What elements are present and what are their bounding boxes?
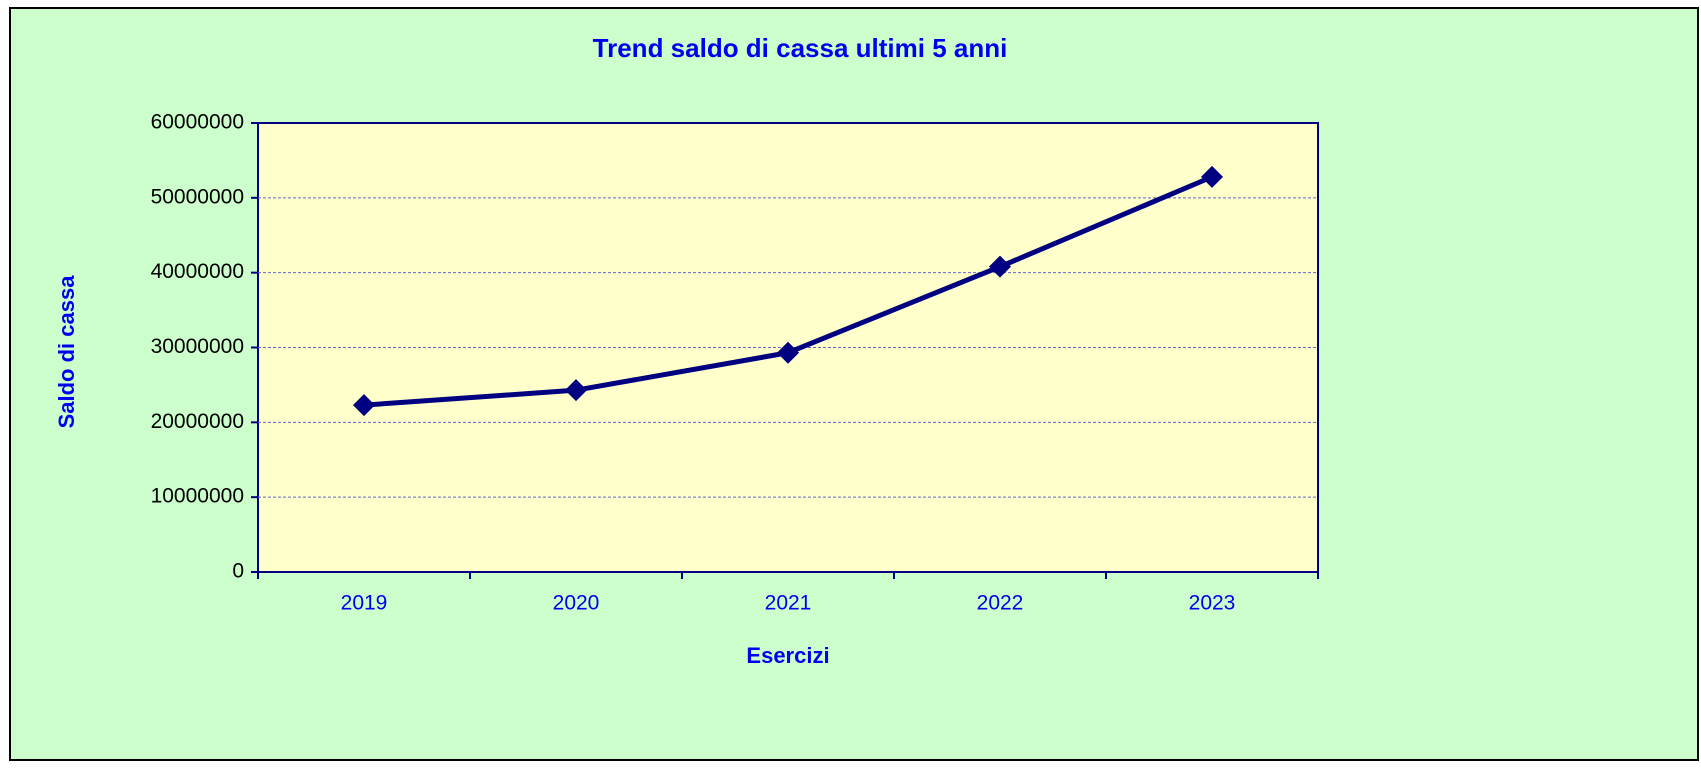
chart-title: Trend saldo di cassa ultimi 5 anni	[593, 33, 1008, 63]
x-tick-label: 2021	[765, 592, 812, 615]
y-tick-label: 60000000	[151, 111, 244, 134]
x-tick-label: 2019	[341, 592, 388, 615]
axes: 0 10000000 20000000 30000000 40000000 5000000…	[151, 111, 1319, 615]
y-tick-label: 10000000	[151, 485, 244, 508]
grid	[258, 197, 1318, 498]
y-tick-label: 30000000	[151, 335, 244, 358]
marker	[565, 379, 587, 402]
marker	[353, 394, 375, 417]
y-axis-label: Saldo di cassa	[54, 275, 79, 429]
y-tick-label: 0	[232, 560, 244, 583]
series	[353, 165, 1223, 417]
x-tick-label: 2020	[553, 592, 600, 615]
marker	[777, 341, 799, 364]
y-tick-label: 50000000	[151, 185, 244, 208]
y-tick-label: 20000000	[151, 410, 244, 433]
y-tick-label: 40000000	[151, 260, 244, 283]
x-axis-label: Esercizi	[746, 643, 829, 668]
x-tick-label: 2023	[1189, 592, 1236, 615]
x-tick-label: 2022	[977, 592, 1024, 615]
marker	[989, 255, 1011, 278]
marker	[1201, 165, 1223, 188]
